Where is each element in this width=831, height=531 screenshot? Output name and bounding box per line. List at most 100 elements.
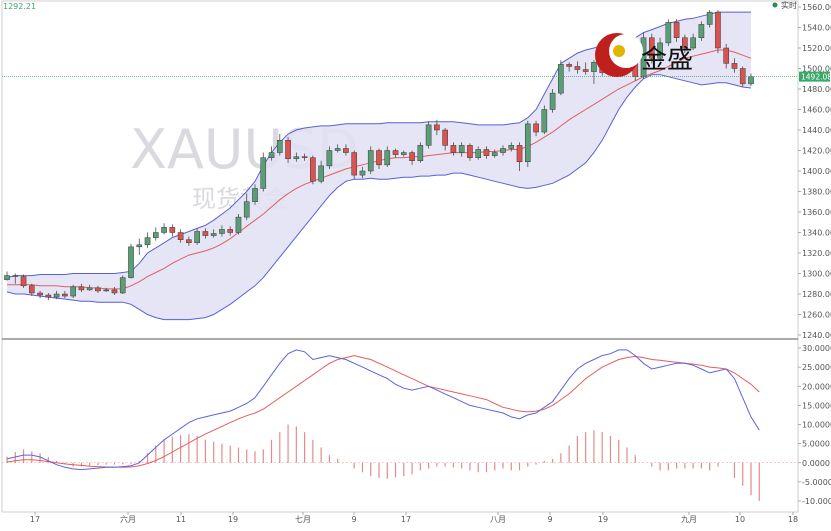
candle-body [260,157,267,189]
candle [698,21,705,41]
candle-body [186,239,192,244]
candle-body [326,150,333,167]
candle [194,228,200,245]
candle [310,155,316,185]
price-y-tick-label: 1520.00 [802,44,831,53]
macd-y-tick-label: 10.0000 [802,421,831,430]
candle-body [268,152,275,158]
candle-body [458,145,465,153]
x-tick-label: 9 [547,515,552,524]
candle [334,144,341,153]
live-indicator[interactable]: 实时 [772,0,798,10]
candle-body [409,152,415,162]
candle [682,34,688,54]
candle-body [152,232,159,238]
candle-body [566,64,572,67]
price-y-tick-label: 1420.00 [802,147,831,156]
price-y-tick-label: 1280.00 [802,290,831,299]
candle-body [45,294,52,298]
candle-body [483,149,490,156]
x-tick-label: 17 [401,515,411,524]
price-y-tick-label: 1360.00 [802,208,831,217]
candle-body [334,148,341,151]
x-tick-label: 10 [735,515,745,524]
candle-body [524,123,531,163]
candle [384,146,391,167]
candle-body [28,285,35,294]
candle-body [136,244,143,248]
candle [566,62,572,72]
candle [467,143,473,161]
x-tick-label: 19 [228,515,238,524]
candle-body [715,11,721,49]
candle-body [202,231,209,236]
price-y-tick-label: 1380.00 [802,188,831,197]
price-y-tick-label: 1340.00 [802,229,831,238]
candle-body [235,216,242,233]
candle [533,120,539,137]
candle-body [351,152,358,176]
candle-body [367,150,374,172]
candle-body [119,277,126,294]
candle [558,60,564,96]
candle [582,62,589,75]
x-tick-label: 八月 [490,515,506,524]
jinsheng-logo: 金盛 [595,33,693,77]
candle [318,160,324,184]
candle [70,284,76,299]
candle-body [748,76,754,85]
candle-body [243,201,250,218]
x-tick-label: 六月 [120,514,136,524]
candle-body [37,292,43,296]
live-dot-icon [772,2,778,8]
x-tick-label: 18 [788,515,798,524]
price-y-tick-label: 1400.00 [802,167,831,176]
candle-body [343,148,349,153]
candle-body [210,233,217,236]
candle-body [508,145,515,149]
candle [376,148,382,169]
candle [62,290,68,299]
candle [508,142,515,152]
candle [210,229,217,238]
candle [103,287,110,292]
candle [243,193,250,221]
candle-body [86,287,93,291]
candle [516,142,523,171]
candle [690,33,696,51]
candle [351,150,358,180]
candle [359,166,366,179]
candle-body [558,64,564,94]
candle-body [384,150,391,166]
candle-body [78,286,85,291]
candle-body [690,37,696,49]
logo-text: 金盛 [641,45,693,75]
candle-body [227,229,234,233]
price-y-tick-label: 1540.00 [802,24,831,33]
candle-body [574,66,581,70]
candle [458,142,465,157]
candle [409,150,415,165]
candle [111,286,118,296]
candle [169,224,176,237]
candle [417,142,424,163]
candle [202,228,209,239]
candle-body [400,152,407,155]
candle [12,273,19,284]
candle-body [533,123,539,133]
candle-body [111,289,118,294]
candle-body [442,129,448,146]
candle [28,283,35,297]
candle-body [161,227,167,233]
candle-body [417,145,424,161]
macd-y-tick-label: 15.0000 [802,401,831,410]
x-tick-label: 17 [30,515,40,524]
candle [20,274,27,288]
macd-y-tick-label: 25.0000 [802,363,831,372]
candle-body [491,152,498,156]
candle [400,150,407,157]
live-label: 实时 [781,0,797,10]
candle [268,146,275,161]
candle [723,43,730,69]
candle [442,127,448,151]
